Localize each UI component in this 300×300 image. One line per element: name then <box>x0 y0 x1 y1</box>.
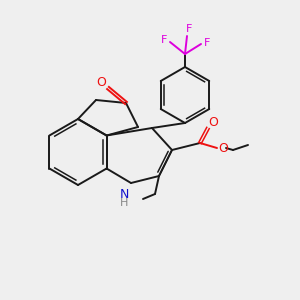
Text: O: O <box>96 76 106 89</box>
Text: F: F <box>161 35 167 45</box>
Text: F: F <box>204 38 210 48</box>
Text: F: F <box>186 24 192 34</box>
Text: O: O <box>218 142 228 154</box>
Text: H: H <box>120 198 128 208</box>
Text: N: N <box>119 188 129 200</box>
Text: O: O <box>208 116 218 128</box>
